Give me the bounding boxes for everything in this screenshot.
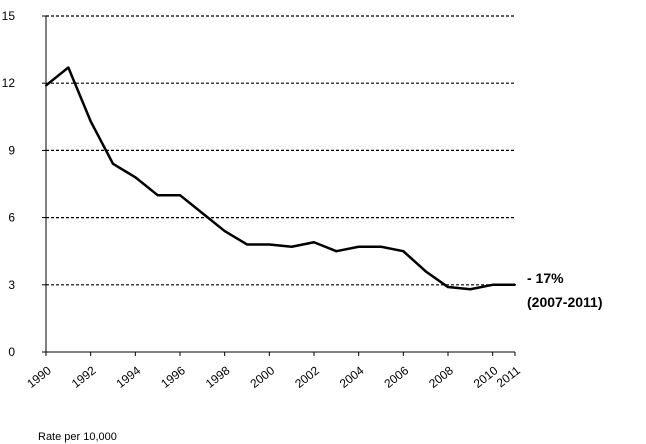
y-tick-label: 0: [8, 345, 15, 359]
data-point-1991: [67, 66, 70, 69]
data-point-2001: [290, 245, 293, 248]
data-point-1994: [134, 176, 137, 179]
data-point-2006: [402, 250, 405, 253]
data-point-1998: [223, 230, 226, 233]
data-point-2004: [357, 245, 360, 248]
x-tick-label: 1994: [114, 363, 144, 391]
data-point-1990: [45, 84, 47, 87]
data-point-2005: [380, 245, 382, 248]
data-point-2010: [491, 283, 494, 286]
x-tick-label: 2011: [494, 363, 523, 390]
axes: [45, 16, 515, 353]
data-point-1996: [179, 194, 181, 197]
y-tick-label: 6: [8, 211, 15, 225]
data-point-2008: [447, 286, 449, 289]
annotation-change: - 17%: [527, 270, 564, 286]
x-tick-label: 2004: [337, 363, 367, 391]
data-point-2011: [514, 283, 516, 286]
x-tick-label: 1998: [203, 363, 233, 391]
data-point-2003: [335, 250, 338, 253]
data-point-2002: [313, 241, 315, 244]
x-tick-label: 1990: [24, 363, 54, 391]
x-tick-label: 2008: [426, 363, 456, 391]
y-tick-label: 15: [2, 9, 16, 23]
x-tick-label: 1996: [158, 363, 188, 391]
data-point-2000: [268, 243, 271, 246]
x-tick-label: 2002: [292, 363, 322, 391]
data-point-2007: [424, 270, 427, 273]
data-point-1999: [246, 243, 248, 246]
y-tick-label: 12: [2, 76, 16, 90]
y-axis-label: Rate per 10,000: [38, 431, 117, 443]
data-point-2009: [469, 288, 472, 291]
series-line: [45, 66, 515, 291]
series-points: [45, 66, 516, 291]
y-tick-label: 9: [8, 143, 15, 157]
data-point-1997: [201, 212, 204, 215]
x-tick-label: 2000: [248, 363, 278, 391]
gridlines: [42, 15, 515, 353]
data-point-1993: [112, 162, 114, 165]
data-point-1992: [89, 120, 92, 123]
x-tick-label: 1992: [69, 363, 99, 391]
y-tick-labels: 0 3 6 9 12 15: [2, 9, 16, 359]
y-tick-label: 3: [8, 278, 15, 292]
x-tick-label: 2006: [382, 363, 412, 391]
x-tick-labels: 1990 1992 1994 1996 1998 2000 2002 2004 2006 2008…: [24, 352, 523, 391]
annotation-period: (2007-2011): [527, 294, 603, 310]
data-point-1995: [156, 194, 159, 197]
